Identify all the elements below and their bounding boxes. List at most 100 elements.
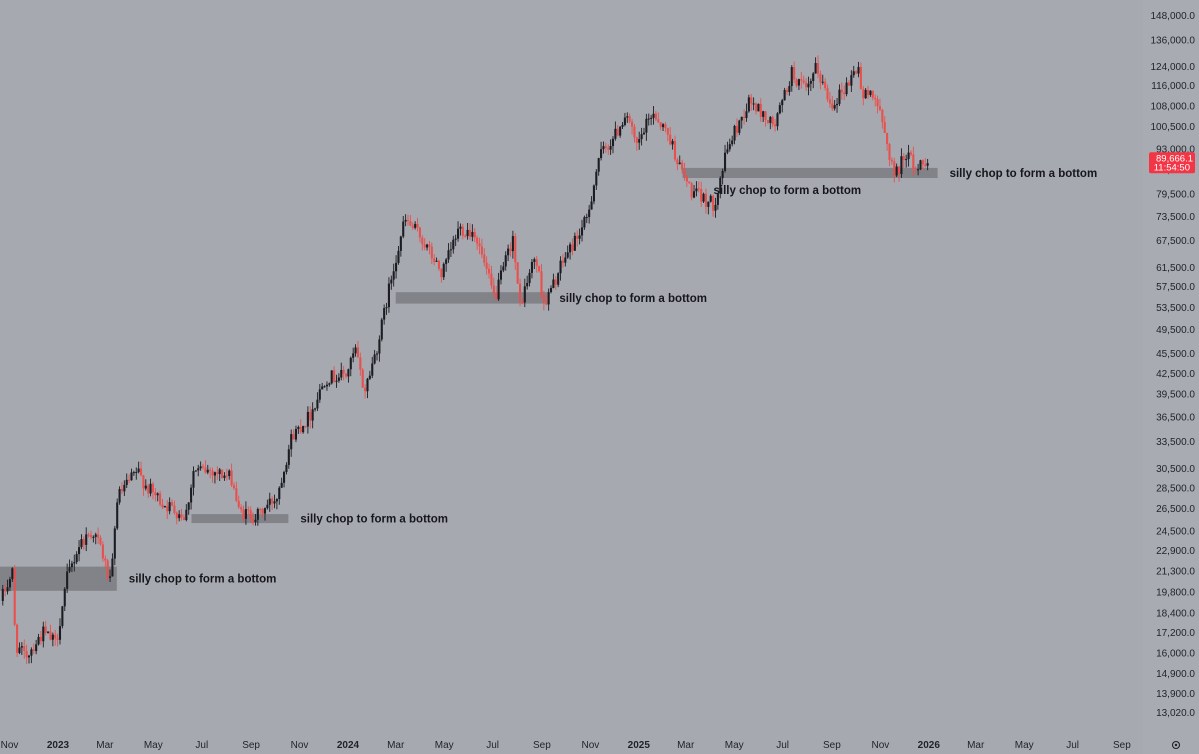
candle — [73, 554, 76, 572]
candle — [900, 148, 903, 178]
candle — [647, 113, 650, 126]
candle — [633, 124, 636, 143]
candle — [466, 222, 469, 240]
candle — [783, 87, 786, 101]
candle — [659, 122, 662, 131]
candle — [75, 551, 78, 565]
candle — [702, 192, 705, 204]
candle — [812, 72, 815, 89]
candle — [585, 213, 588, 224]
candle — [759, 98, 762, 122]
price-tick-label: 24,500.0 — [1156, 527, 1195, 538]
price-axis[interactable]: 148,000.0 136,000.0 124,000.0 116,000.0 108,… — [1143, 0, 1199, 754]
candle — [571, 238, 574, 256]
bottom-zone-1[interactable] — [0, 566, 117, 591]
candle — [852, 65, 855, 78]
bottom-zone-4[interactable] — [682, 167, 938, 178]
candle — [483, 248, 486, 267]
candle — [285, 462, 288, 475]
candle — [156, 492, 159, 502]
candle — [85, 527, 88, 552]
candle — [819, 70, 822, 90]
candle — [106, 559, 109, 582]
candle — [187, 502, 190, 515]
candle — [883, 116, 886, 134]
zone-note-5: silly chop to form a bottom — [714, 185, 862, 197]
candle — [228, 469, 231, 480]
candle — [6, 579, 9, 595]
candle — [666, 127, 669, 142]
candle — [676, 157, 679, 171]
candle — [897, 166, 901, 182]
candle — [631, 119, 634, 135]
candle — [876, 95, 879, 114]
price-tick-label: 22,900.0 — [1156, 546, 1195, 557]
bottom-zone-2[interactable] — [191, 514, 289, 524]
candle — [745, 103, 748, 122]
candle — [318, 383, 321, 403]
candle — [609, 139, 612, 155]
candle — [244, 501, 247, 525]
candle — [785, 87, 789, 96]
candle — [733, 124, 736, 145]
candle — [192, 466, 195, 496]
candle — [878, 98, 882, 112]
candle — [583, 215, 586, 230]
candle — [723, 144, 727, 173]
candle — [135, 467, 138, 480]
time-axis[interactable]: Nov 2023 Mar May Jul Sep Nov 2024 Mar May Jul Sep No… — [1, 740, 1132, 751]
candle — [528, 269, 531, 287]
candle — [793, 61, 796, 84]
candle — [857, 61, 860, 78]
candles-layer — [1, 55, 929, 665]
candle — [604, 142, 607, 153]
candle — [349, 356, 352, 377]
price-tick-label: 13,900.0 — [1156, 689, 1195, 700]
candle — [855, 70, 858, 75]
price-tick-label: 30,500.0 — [1156, 464, 1195, 475]
candle — [559, 256, 562, 281]
candle — [452, 235, 455, 254]
candle — [490, 265, 493, 289]
candle — [683, 162, 686, 181]
price-tick-label: 26,500.0 — [1156, 504, 1195, 515]
candle — [328, 382, 331, 387]
candle — [109, 569, 112, 582]
candle — [859, 62, 862, 90]
price-tick-label: 45,500.0 — [1156, 349, 1195, 360]
candle — [166, 500, 169, 520]
candle — [692, 184, 696, 199]
candle — [840, 82, 843, 100]
current-price-badge: 89,666.111:54:50 — [1149, 152, 1195, 174]
bottom-zone-3[interactable] — [395, 292, 548, 304]
candle — [182, 514, 185, 521]
time-tick-label: 2024 — [337, 740, 360, 751]
settings-gear-icon[interactable] — [1171, 740, 1181, 750]
candle — [206, 464, 209, 475]
candle — [373, 349, 376, 365]
candle — [530, 258, 533, 279]
price-tick-label: 36,500.0 — [1156, 412, 1195, 423]
candle — [669, 126, 672, 146]
candle — [576, 230, 579, 247]
candle — [728, 138, 731, 152]
candle — [294, 425, 298, 443]
candle — [51, 632, 54, 647]
price-tick-label: 28,500.0 — [1156, 483, 1195, 494]
candle — [344, 372, 348, 379]
candle — [230, 463, 233, 487]
time-tick-label: Jul — [195, 740, 208, 751]
candle — [149, 478, 152, 497]
candle — [607, 144, 610, 155]
candle — [311, 402, 314, 429]
candle — [564, 252, 567, 267]
candle — [423, 238, 426, 251]
candle — [507, 244, 510, 262]
candle — [16, 623, 19, 657]
candle — [249, 506, 252, 523]
candle — [97, 527, 100, 544]
zone-note-4: silly chop to form a bottom — [950, 168, 1098, 180]
candle — [364, 384, 367, 399]
candle — [862, 85, 865, 106]
